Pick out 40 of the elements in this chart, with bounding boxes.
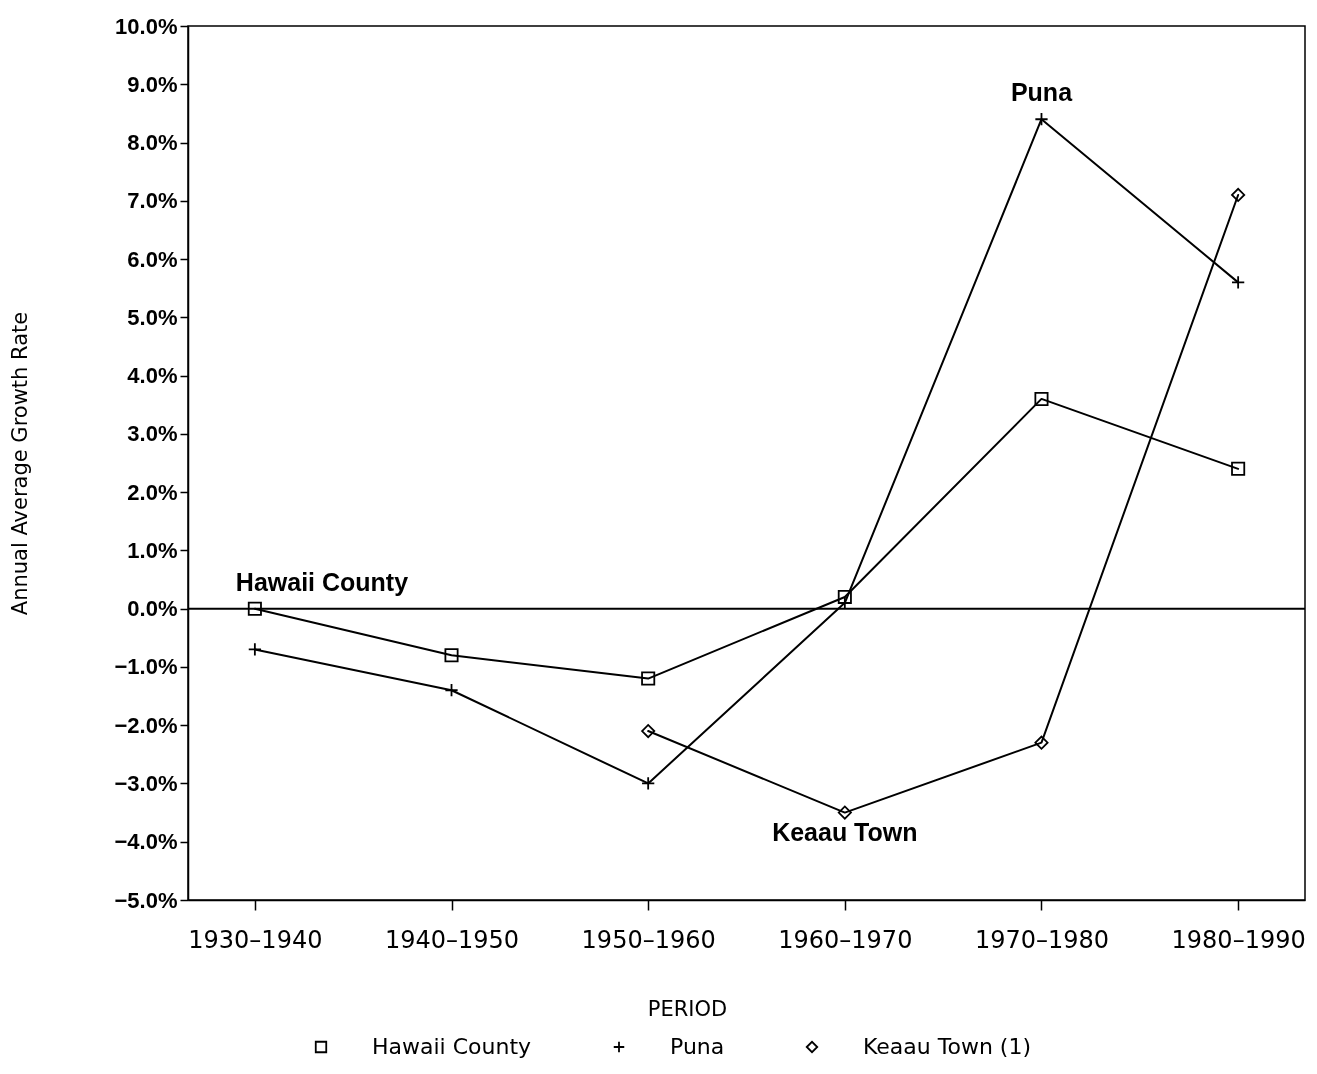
- point: [444, 648, 459, 663]
- x-tick-label: 1940–1950: [384, 925, 520, 954]
- point: [1034, 735, 1049, 750]
- annotation: Puna: [1010, 78, 1074, 107]
- y-tick-label: 5.0%: [127, 304, 178, 330]
- annotation: Keaau Town: [772, 817, 918, 846]
- y-tick-label: 0.0%: [127, 596, 178, 622]
- point: [837, 589, 852, 605]
- annotation: Hawaii County: [235, 567, 409, 596]
- point: [1034, 391, 1049, 406]
- x-tick-label: 1960–1970: [778, 925, 913, 954]
- point: [837, 805, 852, 820]
- legend-label: Puna: [670, 1034, 725, 1059]
- y-tick-label: 3.0%: [127, 421, 178, 447]
- x-tick-label: 1980–1990: [1171, 925, 1306, 954]
- y-tick-label: −2.0%: [114, 712, 178, 738]
- y-tick-label: 7.0%: [127, 188, 178, 214]
- legend-label: Hawaii County: [372, 1034, 532, 1059]
- point: [247, 601, 262, 616]
- y-axis-title: Annual Average Growth Rate: [7, 311, 32, 616]
- x-axis-title: PERIOD: [647, 996, 728, 1021]
- point: [641, 671, 656, 686]
- y-tick-label: 10.0%: [115, 13, 178, 39]
- y-tick-label: 2.0%: [127, 479, 178, 505]
- y-tick-label: 1.0%: [127, 537, 178, 563]
- y-tick-label: 8.0%: [127, 130, 178, 156]
- y-tick-label: −4.0%: [114, 829, 178, 855]
- y-tick-label: −5.0%: [114, 887, 178, 913]
- x-tick-label: 1970–1980: [974, 925, 1110, 954]
- y-tick-label: −3.0%: [114, 770, 178, 796]
- y-tick-label: 4.0%: [127, 363, 178, 389]
- y-tick-label: 9.0%: [127, 71, 178, 97]
- y-tick-label: −1.0%: [114, 654, 178, 680]
- x-tick-label: 1930–1940: [188, 925, 323, 954]
- point: [1231, 187, 1246, 202]
- legend-label: Keaau Town (1): [863, 1034, 1032, 1059]
- y-tick-label: 6.0%: [127, 246, 178, 272]
- point: [641, 724, 656, 739]
- x-tick-label: 1950–1960: [581, 925, 716, 954]
- point: [1231, 461, 1246, 476]
